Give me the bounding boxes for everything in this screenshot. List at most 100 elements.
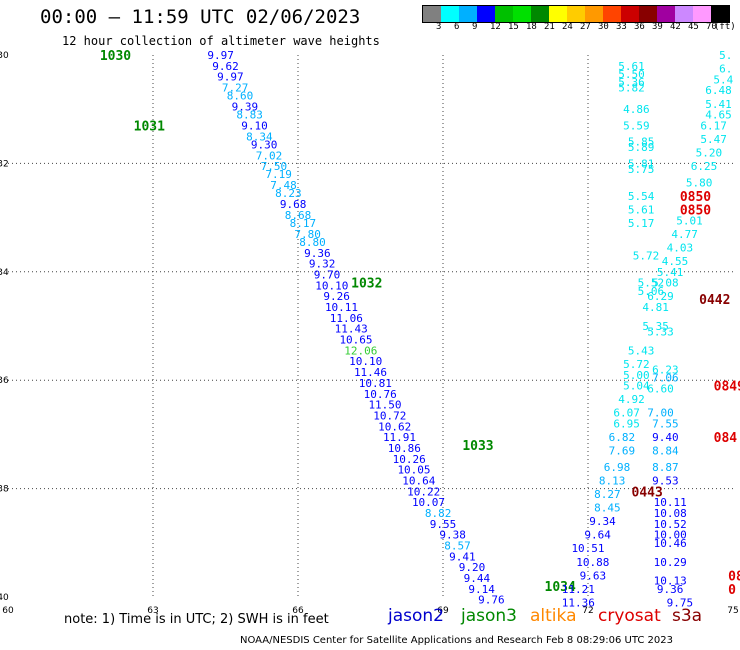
swh-value-label: 9.53 — [652, 474, 679, 487]
swh-value-label: 9.44 — [464, 572, 491, 585]
legend-label: 42 — [670, 22, 681, 32]
y-tick-label: -40 — [0, 593, 9, 603]
swh-value-label: 8.34 — [246, 130, 273, 143]
swh-value-label: 5.41 — [705, 98, 732, 111]
legend-label: 6 — [454, 22, 460, 32]
swh-value-label: 9.55 — [430, 518, 457, 531]
swh-value-label: 10.46 — [654, 537, 687, 550]
swh-value-label: 5.00 — [623, 369, 650, 382]
swh-value-label: 9.63 — [580, 569, 607, 582]
swh-value-label: 5.35 — [642, 320, 669, 333]
swh-value-label: 10.29 — [654, 556, 687, 569]
swh-value-label: 9.97 — [207, 49, 234, 62]
footer-note: note: 1) Time is in UTC; 2) SWH is in fe… — [64, 612, 329, 627]
swh-value-label: 5.80 — [686, 176, 713, 189]
legend-swatch — [531, 6, 549, 22]
swh-value-label: 5.50 — [618, 68, 645, 81]
legend-swatch — [513, 6, 531, 22]
legend-label: 15 — [508, 22, 519, 32]
swh-value-label: 9.97 — [217, 71, 244, 84]
swh-value-label: 8.82 — [425, 507, 452, 520]
legend-swatch — [711, 6, 729, 22]
swh-value-label: 6.95 — [613, 418, 640, 431]
pass-time-label: 08 — [728, 569, 740, 584]
swh-value-label: 5.72 — [623, 358, 650, 371]
swh-value-label: 11.43 — [335, 323, 368, 336]
swh-value-label: 8.27 — [594, 488, 621, 501]
swh-value-label: 5.33 — [647, 325, 674, 338]
swh-value-label: 4.92 — [618, 393, 645, 406]
legend-label: 21 — [544, 22, 555, 32]
satellite-legend-item: altika — [530, 606, 577, 626]
swh-value-label: 9.68 — [280, 198, 307, 211]
swh-value-label: 5.08 — [652, 277, 679, 290]
swh-value-label: 4.55 — [662, 255, 689, 268]
swh-value-label: 5.43 — [628, 344, 655, 357]
swh-value-label: 10.81 — [359, 377, 392, 390]
legend-label: 33 — [616, 22, 627, 32]
swh-value-label: 8.68 — [285, 209, 312, 222]
swh-value-label: 4.03 — [667, 241, 694, 254]
x-tick-label: 72 — [582, 606, 593, 616]
swh-value-label: 5.81 — [628, 157, 655, 170]
swh-value-label: 6.48 — [705, 84, 732, 97]
x-tick-label: 75 — [727, 606, 738, 616]
swh-value-label: 8.60 — [227, 90, 254, 103]
swh-value-label: 8.84 — [652, 445, 679, 458]
legend-swatch — [693, 6, 711, 22]
swh-value-label: 9.76 — [478, 594, 505, 607]
chart-subtitle: 12 hour collection of altimeter wave hei… — [62, 34, 380, 48]
legend-label: 45 — [688, 22, 699, 32]
swh-value-label: 5.54 — [628, 190, 655, 203]
swh-value-label: 9.62 — [212, 60, 239, 73]
swh-value-label: 10.08 — [654, 507, 687, 520]
swh-value-label: 10.64 — [402, 474, 435, 487]
swh-value-label: 6.29 — [647, 290, 674, 303]
swh-value-label: 8.17 — [290, 217, 317, 230]
swh-value-label: 10.65 — [339, 334, 372, 347]
swh-value-label: 5.89 — [628, 141, 655, 154]
legend-label: 70 — [706, 22, 717, 32]
swh-value-label: 6. — [719, 63, 732, 76]
swh-value-label: 5.17 — [628, 217, 655, 230]
swh-value-label: 6.07 — [613, 407, 640, 420]
swh-value-label: 10.51 — [571, 542, 604, 555]
legend-swatch — [459, 6, 477, 22]
y-tick-label: -32 — [0, 159, 9, 169]
x-tick-label: 63 — [147, 606, 158, 616]
swh-value-label: 7.27 — [222, 82, 249, 95]
swh-value-label: 4.81 — [642, 301, 669, 314]
swh-value-label: 5.85 — [628, 136, 655, 149]
pass-time-label: 1030 — [100, 49, 131, 64]
swh-value-label: 9.36 — [304, 247, 331, 260]
y-tick-label: -36 — [0, 376, 9, 386]
pass-time-label: 0443 — [632, 485, 663, 500]
swh-value-label: 9.41 — [449, 550, 476, 563]
swh-value-label: 5.41 — [657, 266, 684, 279]
swh-value-label: 7.19 — [265, 168, 292, 181]
legend-swatch — [621, 6, 639, 22]
swh-value-label: 6.23 — [652, 363, 679, 376]
swh-value-label: 8.57 — [444, 540, 471, 553]
swh-value-label: 7.02 — [256, 149, 283, 162]
swh-value-label: 10.07 — [412, 496, 445, 509]
swh-value-label: 5.61 — [628, 203, 655, 216]
swh-value-label: 7.69 — [609, 445, 636, 458]
swh-value-label: 7.50 — [261, 160, 288, 173]
swh-value-label: 5.01 — [676, 214, 703, 227]
swh-value-label: 8.87 — [652, 461, 679, 474]
swh-value-label: 11.91 — [383, 431, 416, 444]
swh-value-label: 10.26 — [393, 453, 426, 466]
swh-value-label: 7.00 — [647, 407, 674, 420]
swh-value-label: 10.86 — [388, 442, 421, 455]
x-tick-label: 60 — [2, 606, 14, 616]
swh-value-label: 10.22 — [407, 485, 440, 498]
swh-value-label: 7.55 — [652, 418, 679, 431]
swh-value-label: 8.80 — [299, 236, 326, 249]
swh-value-label: 4.86 — [623, 103, 650, 116]
legend-label: 18 — [526, 22, 537, 32]
swh-value-label: 11.50 — [368, 399, 401, 412]
pass-time-label: 084 — [714, 431, 738, 446]
swh-value-label: 11.06 — [330, 312, 363, 325]
swh-value-label: 9.70 — [314, 269, 341, 282]
